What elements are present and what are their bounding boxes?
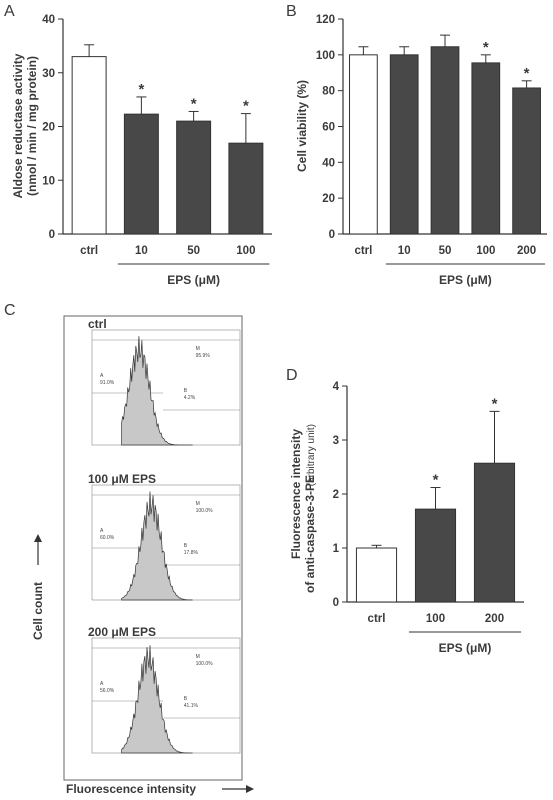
gate-a-label: A — [100, 681, 104, 687]
bar — [473, 462, 516, 603]
y-tick-label: 20 — [322, 193, 335, 205]
y-tick-label: 10 — [42, 175, 55, 187]
y-tick-label: 0 — [49, 229, 55, 241]
gate-b-percent: 17.8% — [184, 550, 199, 556]
gate-b-label: B — [184, 696, 188, 702]
y-axis-label: Aldose reductase activity — [11, 53, 25, 198]
bar — [389, 54, 419, 235]
x-tick-label: 200 — [485, 613, 504, 625]
gate-m-label: M — [196, 346, 200, 352]
flow-frame — [63, 315, 243, 781]
bar — [228, 142, 264, 235]
x-group-label: EPS (μM) — [167, 273, 220, 287]
gate-b-label: B — [184, 388, 188, 394]
x-tick-label: 100 — [426, 613, 445, 625]
x-tick-label: ctrl — [80, 245, 98, 257]
significance-marker: * — [138, 81, 144, 98]
y-axis-unit: (arbitrary unit) — [306, 424, 317, 486]
flow-panel-c: Cell count Fluorescence intensity ctrlM9… — [31, 315, 254, 796]
panel-label-b: B — [286, 3, 297, 20]
y-tick-label: 0 — [333, 597, 339, 609]
gate-m-percent: 100.0% — [196, 508, 214, 514]
gate-m-label: M — [196, 654, 200, 660]
y-axis-label: Fluorescence intensity — [289, 429, 303, 559]
y-tick-label: 4 — [333, 381, 340, 393]
bar — [349, 54, 378, 235]
bar — [512, 87, 541, 235]
significance-marker: * — [243, 98, 249, 115]
gate-a-label: A — [100, 373, 104, 379]
x-tick-label: 100 — [476, 245, 495, 257]
y-tick-label: 30 — [42, 68, 55, 80]
y-tick-label: 3 — [333, 435, 339, 447]
histogram-shape — [121, 645, 193, 754]
bar — [123, 113, 159, 235]
bar — [471, 62, 501, 235]
flow-x-axis-label: Fluorescence intensity — [66, 782, 196, 796]
gate-b-percent: 41.1% — [184, 703, 199, 709]
y-axis-label-line2: (nmol / min / mg protein) — [25, 56, 39, 196]
flow-x-arrowhead — [246, 785, 254, 793]
histogram-shape — [121, 336, 193, 446]
y-tick-label: 120 — [316, 14, 335, 26]
chart-a: 0 10 20 30 40 ctrl * 10 * 50 * 100 EPS (μM) Aldose re… — [11, 14, 272, 287]
x-tick-label: 10 — [398, 245, 411, 257]
x-tick-label: 50 — [439, 245, 452, 257]
gate-a-percent: 56.0% — [100, 688, 115, 694]
histogram-title: ctrl — [88, 317, 107, 331]
y-axis-label-line2: of anti-caspase-3-PE — [303, 475, 317, 593]
flow-y-arrowhead — [34, 534, 42, 542]
histogram-shape — [121, 491, 193, 601]
x-group-label: EPS (μM) — [439, 641, 492, 655]
chart-b: 0 20 40 60 80 100 120 ctrl 10 50 * 100 * 200 EPS (μM) C… — [295, 14, 547, 287]
panel-label-a: A — [4, 3, 15, 20]
bar — [71, 56, 107, 235]
bar — [176, 120, 212, 235]
flow-y-axis-label: Cell count — [31, 582, 45, 640]
y-tick-label: 2 — [333, 489, 339, 501]
gate-b-label: B — [184, 543, 188, 549]
gate-a-percent: 60.0% — [100, 535, 115, 541]
panel-label-d: D — [286, 367, 298, 384]
x-tick-label: 50 — [187, 245, 200, 257]
x-tick-label: 10 — [135, 245, 148, 257]
gate-a-percent: 91.0% — [100, 380, 115, 386]
x-tick-label: ctrl — [354, 245, 372, 257]
gate-m-percent: 95.9% — [196, 353, 211, 359]
gate-a-label: A — [100, 528, 104, 534]
x-tick-label: ctrl — [368, 613, 386, 625]
y-tick-label: 20 — [42, 122, 55, 134]
bar — [355, 547, 398, 603]
x-tick-label: 100 — [236, 245, 255, 257]
significance-marker: * — [492, 395, 498, 412]
y-tick-label: 40 — [42, 14, 55, 26]
histogram-frame — [91, 329, 241, 446]
x-group-label: EPS (μM) — [439, 273, 492, 287]
gate-m-percent: 100.0% — [196, 661, 214, 667]
significance-marker: * — [524, 65, 530, 82]
significance-marker: * — [433, 472, 439, 489]
histogram-title: 200 μM EPS — [88, 625, 156, 639]
gate-m-label: M — [196, 501, 200, 507]
y-tick-label: 1 — [333, 543, 340, 555]
histogram-title: 100 μM EPS — [88, 472, 156, 486]
y-tick-label: 60 — [322, 122, 335, 134]
gate-b-percent: 4.2% — [184, 395, 196, 401]
chart-d: 0 1 2 3 4 ctrl * 100 * 200 EPS (μM) Fluorescence in… — [289, 381, 524, 655]
y-tick-label: 80 — [322, 86, 335, 98]
y-tick-label: 40 — [322, 157, 335, 169]
significance-marker: * — [483, 39, 489, 56]
y-axis-label: Cell viability (%) — [295, 80, 309, 172]
significance-marker: * — [191, 95, 197, 112]
panel-label-c: C — [4, 302, 16, 319]
x-tick-label: 200 — [517, 245, 536, 257]
bar — [414, 508, 457, 603]
y-tick-label: 100 — [316, 50, 335, 62]
y-tick-label: 0 — [329, 229, 335, 241]
bar — [430, 46, 460, 235]
